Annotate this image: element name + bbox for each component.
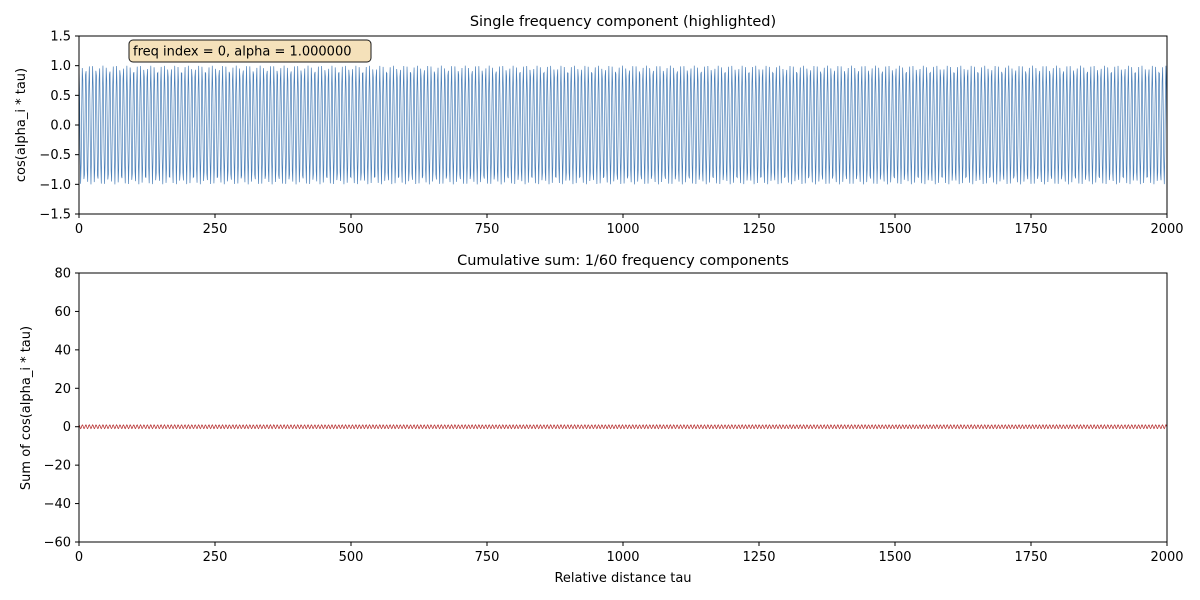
y-tick-label: −20 bbox=[44, 459, 71, 474]
series-line bbox=[78, 65, 1168, 185]
y-tick-label: 80 bbox=[54, 267, 71, 282]
y-tick-label: −1.5 bbox=[39, 208, 71, 223]
y-tick-label: 1.5 bbox=[50, 30, 71, 45]
annotation-text: freq index = 0, alpha = 1.000000 bbox=[133, 45, 352, 60]
x-tick-label: 500 bbox=[339, 550, 364, 565]
x-tick-label: 1250 bbox=[742, 550, 775, 565]
x-tick-label: 750 bbox=[475, 550, 500, 565]
y-axis-label: cos(alpha_i * tau) bbox=[14, 68, 29, 182]
y-tick-label: 20 bbox=[54, 382, 71, 397]
cumulative-sum-chart: Cumulative sum: 1/60 frequency component… bbox=[19, 253, 1184, 586]
x-tick-label: 750 bbox=[475, 222, 500, 237]
x-tick-label: 1500 bbox=[878, 222, 911, 237]
x-tick-label: 0 bbox=[75, 222, 83, 237]
y-tick-label: 1.0 bbox=[50, 59, 71, 74]
y-tick-label: −40 bbox=[44, 497, 71, 512]
x-tick-label: 0 bbox=[75, 550, 83, 565]
x-tick-label: 1750 bbox=[1014, 550, 1047, 565]
y-tick-label: 0 bbox=[63, 420, 71, 435]
y-tick-label: 0.5 bbox=[50, 89, 71, 104]
x-tick-label: 500 bbox=[339, 222, 364, 237]
y-axis: −1.5 −1.0 −0.5 0.0 0.5 1.0 1.5 bbox=[39, 30, 79, 223]
series-line bbox=[78, 424, 1168, 430]
x-tick-label: 250 bbox=[203, 550, 228, 565]
x-axis-label: Relative distance tau bbox=[554, 571, 691, 586]
y-tick-label: −0.5 bbox=[39, 148, 71, 163]
x-tick-label: 250 bbox=[203, 222, 228, 237]
series-group bbox=[78, 424, 1168, 430]
y-tick-label: 0.0 bbox=[50, 119, 71, 134]
y-tick-label: 40 bbox=[54, 343, 71, 358]
chart-title: Single frequency component (highlighted) bbox=[470, 14, 776, 30]
x-tick-label: 1500 bbox=[878, 550, 911, 565]
x-tick-label: 2000 bbox=[1150, 222, 1183, 237]
series-group bbox=[78, 65, 1168, 185]
x-tick-label: 2000 bbox=[1150, 550, 1183, 565]
chart-title: Cumulative sum: 1/60 frequency component… bbox=[457, 253, 789, 269]
x-tick-label: 1000 bbox=[606, 222, 639, 237]
y-axis-label: Sum of cos(alpha_i * tau) bbox=[19, 326, 34, 490]
x-tick-label: 1250 bbox=[742, 222, 775, 237]
plot-frame bbox=[78, 35, 1168, 215]
y-tick-label: −1.0 bbox=[39, 178, 71, 193]
y-tick-label: 60 bbox=[54, 305, 71, 320]
x-tick-label: 1000 bbox=[606, 550, 639, 565]
single-frequency-chart: Single frequency component (highlighted)… bbox=[14, 14, 1184, 237]
annotation-background bbox=[128, 39, 372, 63]
x-axis: 0 250 500 750 1000 1250 1500 1750 2000 bbox=[75, 214, 1184, 237]
y-tick-label: −60 bbox=[44, 536, 71, 551]
x-tick-label: 1750 bbox=[1014, 222, 1047, 237]
x-axis: 0 250 500 750 1000 1250 1500 1750 2000 bbox=[75, 542, 1184, 565]
y-axis: −60 −40 −20 0 20 40 60 80 bbox=[44, 267, 79, 551]
plot-frame bbox=[78, 272, 1168, 543]
annotation-box: freq index = 0, alpha = 1.000000 bbox=[128, 39, 372, 63]
